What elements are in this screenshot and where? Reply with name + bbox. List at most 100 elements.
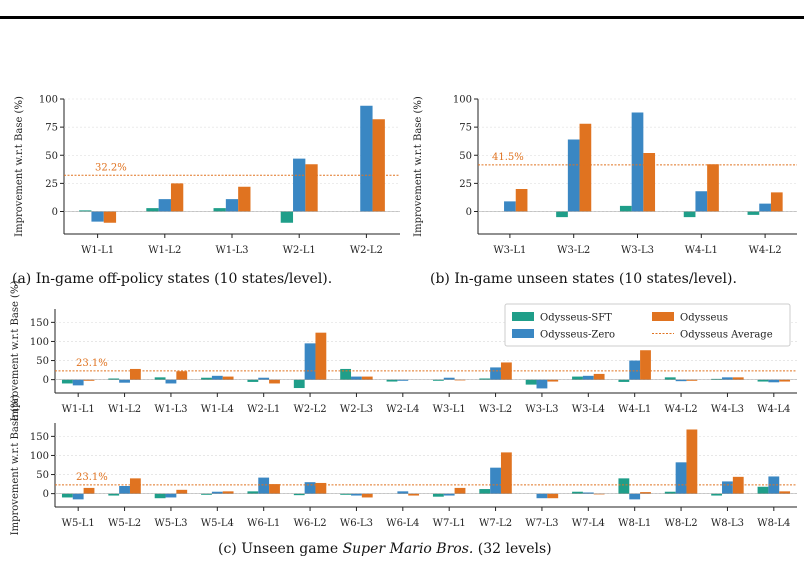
legend-swatch-ody — [652, 312, 674, 321]
y-tick-label: 100 — [39, 95, 58, 106]
bar-odysseus — [770, 192, 783, 212]
bar-odysseus-zero — [768, 379, 780, 383]
x-tick-label: W8-L4 — [757, 518, 790, 529]
bar-odysseus-zero — [351, 376, 362, 380]
bar-odysseus — [269, 379, 280, 384]
bar-odysseus — [515, 189, 528, 212]
bar-odysseus-sft — [432, 379, 444, 381]
top-rule — [0, 16, 804, 19]
x-tick-label: W4-L2 — [749, 245, 782, 256]
bar-odysseus — [779, 379, 791, 382]
bar-odysseus — [176, 371, 188, 380]
bar-odysseus-sft — [432, 493, 444, 497]
bar-odysseus — [361, 493, 373, 498]
legend-label-avg: Odysseus Average — [680, 330, 773, 341]
bar-odysseus — [640, 350, 651, 380]
bar-odysseus — [593, 373, 605, 380]
bar-odysseus-sft — [683, 211, 696, 218]
y-tick-label: 150 — [30, 318, 49, 329]
x-tick-label: W4-L1 — [618, 404, 651, 415]
x-tick-label: W8-L1 — [618, 518, 651, 529]
bar-odysseus-zero — [582, 492, 594, 494]
caption-c-game: Super Mario Bros. — [342, 541, 474, 557]
y-axis-label: Improvement w.r.t Base (%) — [10, 395, 21, 536]
bar-odysseus-sft — [479, 378, 491, 380]
y-tick-label: 150 — [30, 432, 49, 443]
legend-box — [504, 303, 791, 347]
y-tick-label: 75 — [45, 123, 58, 134]
bar-odysseus-sft — [201, 493, 212, 495]
x-tick-label: W7-L2 — [479, 518, 512, 529]
x-tick-label: W1-L1 — [62, 404, 95, 415]
y-tick-label: 0 — [43, 375, 49, 386]
bar-odysseus-zero — [211, 491, 223, 494]
bar-odysseus-sft — [340, 493, 352, 495]
bar-odysseus-zero — [360, 105, 373, 212]
legend-label-zero: Odysseus-Zero — [540, 330, 615, 341]
bar-odysseus-sft — [108, 378, 120, 380]
x-tick-label: W5-L1 — [62, 518, 95, 529]
bar-odysseus — [593, 493, 605, 495]
bar-odysseus — [686, 379, 698, 381]
bar-odysseus-zero — [158, 199, 171, 212]
bar-odysseus — [500, 452, 512, 494]
y-tick-label: 50 — [36, 356, 49, 367]
bar-odysseus-sft — [247, 491, 259, 494]
panel-a: 0 25 50 75 100 Improvement w.r.t Base (%) W1-L… — [14, 95, 400, 256]
bar-odysseus — [170, 183, 184, 212]
bar-odysseus-zero — [91, 211, 104, 222]
bar-odysseus — [686, 429, 698, 494]
x-tick-label: W5-L2 — [108, 518, 141, 529]
bar-odysseus — [372, 119, 385, 212]
caption-c: (c) Unseen game Super Mario Bros. (32 le… — [218, 541, 552, 557]
bar-odysseus — [315, 332, 327, 380]
x-tick-label: W4-L4 — [757, 404, 790, 415]
x-tick-label: W5-L3 — [154, 518, 187, 529]
x-tick-label: W2-L2 — [350, 245, 383, 256]
bar-odysseus — [547, 493, 559, 499]
panel-c1: 0 50 100 150 Improvement w.r.t Base (%) W1-L1… — [10, 281, 797, 421]
x-tick-label: W3-L2 — [479, 404, 512, 415]
x-tick-label: W4-L3 — [711, 404, 744, 415]
bar-odysseus — [408, 493, 420, 496]
y-tick-label: 75 — [459, 123, 472, 134]
y-axis-label: Improvement w.r.t Base (%) — [14, 96, 25, 237]
bar-odysseus-zero — [119, 486, 130, 494]
bar-odysseus-sft — [213, 208, 226, 212]
y-axis-label: Improvement w.r.t Base (%) — [413, 96, 424, 237]
bar-odysseus-zero — [722, 377, 733, 380]
bar-odysseus — [640, 492, 651, 494]
bar-odysseus-sft — [61, 493, 73, 498]
bar-odysseus — [732, 377, 744, 380]
bar-odysseus-zero — [72, 493, 84, 500]
bar-odysseus-sft — [61, 379, 73, 384]
caption-a: (a) In-game off-policy states (10 states… — [12, 271, 333, 287]
caption-c-prefix: (c) Unseen game — [218, 541, 343, 557]
bar-odysseus-zero — [567, 139, 580, 212]
bar-odysseus — [643, 153, 656, 212]
bar-odysseus — [779, 491, 791, 494]
x-tick-label: W4-L1 — [685, 245, 718, 256]
bar-odysseus-zero — [119, 379, 130, 383]
bar-odysseus-sft — [572, 491, 583, 494]
x-tick-label: W1-L1 — [81, 245, 114, 256]
x-tick-label: W3-L1 — [433, 404, 466, 415]
x-tick-label: W1-L2 — [148, 245, 181, 256]
bar-odysseus-sft — [757, 486, 769, 494]
y-tick-label: 25 — [459, 179, 472, 190]
x-tick-label: W4-L2 — [665, 404, 698, 415]
bar-odysseus — [103, 211, 117, 223]
bar-odysseus-sft — [386, 379, 398, 382]
bar-odysseus — [454, 487, 466, 494]
bar-odysseus-sft — [747, 211, 760, 215]
x-tick-label: W3-L4 — [572, 404, 605, 415]
bar-odysseus-zero — [675, 462, 687, 494]
panel-b: 0 25 50 75 100 Improvement w.r.t Base (%) W3-L… — [413, 95, 797, 256]
x-tick-label: W6-L3 — [340, 518, 373, 529]
legend-swatch-zero — [512, 329, 534, 338]
bar-odysseus — [222, 491, 234, 494]
y-tick-label: 50 — [36, 470, 49, 481]
bar-odysseus-zero — [675, 379, 687, 382]
bar-odysseus-zero — [443, 377, 455, 380]
